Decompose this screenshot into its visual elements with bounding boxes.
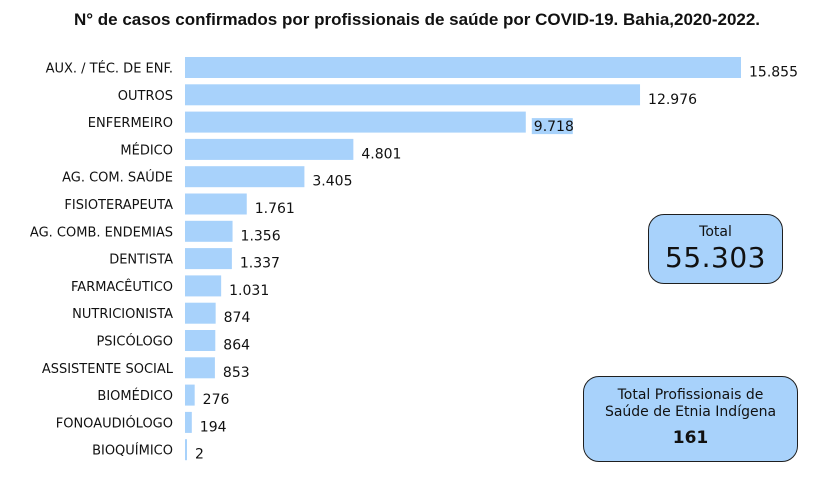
category-label: FISIOTERAPEUTA — [64, 198, 173, 213]
bar — [185, 384, 195, 406]
category-label: BIOMÉDICO — [97, 388, 173, 404]
bar — [185, 138, 354, 160]
category-label: OUTROS — [118, 89, 173, 104]
indigenous-label-line1: Total Profissionais de — [617, 387, 764, 403]
total-label: Total — [699, 224, 732, 240]
bar — [185, 248, 232, 270]
bar — [185, 193, 247, 215]
bar — [185, 330, 216, 351]
category-label: AG. COM. SAÚDE — [62, 170, 173, 186]
indigenous-total-box: Total Profissionais de Saúde de Etnia In… — [583, 376, 798, 462]
value-label-highlight — [531, 118, 573, 135]
category-label: PSICÓLOGO — [96, 334, 173, 350]
category-label: NUTRICIONISTA — [72, 307, 173, 322]
total-value: 55.303 — [665, 241, 766, 274]
bar — [185, 220, 233, 242]
bar — [185, 166, 305, 188]
value-label: 276 — [203, 392, 230, 408]
bar — [185, 357, 215, 379]
value-label: 874 — [224, 310, 251, 326]
category-label: MÉDICO — [120, 142, 173, 158]
category-label: AUX. / TÉC. DE ENF. — [46, 61, 173, 77]
value-label: 1.356 — [241, 228, 281, 244]
bar — [185, 411, 192, 433]
value-label: 9.718 — [534, 119, 574, 135]
category-label: BIOQUÍMICO — [92, 443, 173, 459]
bar — [185, 57, 741, 78]
value-label: 194 — [200, 419, 227, 435]
category-label: FARMACÊUTICO — [71, 279, 173, 295]
value-label: 853 — [223, 365, 250, 381]
bar — [185, 275, 222, 297]
value-label: 15.855 — [749, 65, 798, 81]
value-label: 3.405 — [312, 174, 352, 190]
category-label: AG. COMB. ENDEMIAS — [30, 225, 173, 240]
indigenous-label-line2: Saúde de Etnia Indígena — [604, 404, 777, 420]
value-label: 4.801 — [361, 146, 401, 162]
bar — [185, 111, 526, 133]
category-label: FONOAUDIÓLOGO — [56, 415, 173, 431]
bar — [185, 84, 641, 106]
indigenous-total-label: Total Profissionais de Saúde de Etnia In… — [584, 387, 797, 421]
indigenous-total-value: 161 — [672, 428, 709, 448]
value-label: 1.337 — [240, 256, 280, 272]
value-label: 1.761 — [255, 201, 295, 217]
category-label: DENTISTA — [109, 253, 173, 268]
category-label: ASSISTENTE SOCIAL — [42, 362, 174, 377]
bar — [185, 439, 187, 461]
chart-title: N° de casos confirmados por profissionai… — [73, 10, 761, 29]
value-label: 1.031 — [229, 283, 269, 299]
value-label: 12.976 — [648, 92, 697, 108]
category-label: ENFERMEIRO — [88, 116, 173, 131]
bars-group: AUX. / TÉC. DE ENF. 15.855 OUTROS 12.976 ENF… — [30, 57, 798, 463]
total-box: Total 55.303 — [648, 214, 783, 284]
bar — [185, 302, 216, 324]
value-label: 2 — [195, 447, 204, 463]
value-label: 864 — [223, 338, 250, 354]
